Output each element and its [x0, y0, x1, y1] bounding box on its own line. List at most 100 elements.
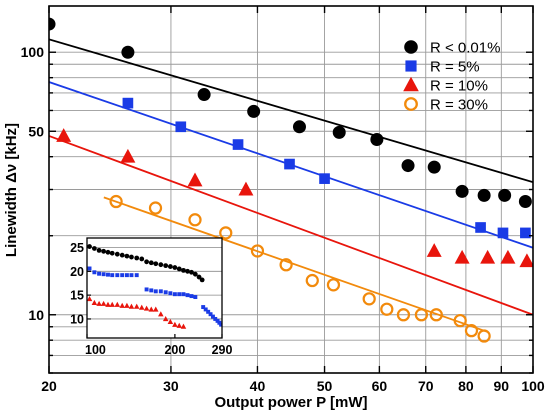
inset-frame: [86, 237, 223, 339]
inset-data-point-2: [158, 311, 164, 317]
legend: R < 0.01% R = 5% R = 10% R = 30%: [403, 40, 500, 114]
inset-data-point-1: [153, 289, 158, 294]
inset-background: [87, 238, 222, 338]
inset-x-tick-label: 290: [212, 343, 233, 357]
inset-grid: [87, 247, 222, 320]
inset-data-point-2: [143, 305, 150, 311]
legend-item-r-10: R = 10%: [403, 76, 488, 95]
inset-data-point-0: [185, 268, 190, 274]
inset-data-point-1: [101, 272, 106, 277]
data-point-r-30: [188, 213, 202, 227]
inset-data-point-1: [208, 312, 213, 317]
y-axis-title: Linewidth Δν [kHz]: [3, 123, 20, 257]
inset-data-point-0: [134, 255, 140, 261]
data-point-r-0-01: [49, 17, 56, 31]
y-tick-label: 100: [21, 44, 45, 60]
x-tick-label: 100: [521, 378, 545, 394]
data-point-r-10: [519, 253, 533, 268]
data-point-r-0-01: [247, 104, 261, 118]
inset-data-point-1: [177, 292, 182, 297]
inset-data-point-1: [203, 307, 208, 312]
inset-data-point-1: [97, 271, 102, 276]
data-point-r-0-01: [455, 184, 469, 198]
x-tick-label: 80: [458, 378, 474, 394]
legend-marker-r-5: [405, 60, 417, 72]
inset-data-point-0: [87, 244, 92, 249]
data-point-r-5: [175, 121, 187, 133]
inset-data-point-1: [193, 295, 198, 300]
data-point-r-30: [429, 308, 443, 322]
data-point-r-0-01: [401, 159, 415, 173]
inset-data-point-1: [149, 288, 154, 293]
inset-data-point-1: [120, 273, 125, 278]
x-tick-label: 40: [250, 378, 266, 394]
inset-data-point-1: [92, 270, 97, 275]
inset-data-point-2: [128, 303, 135, 309]
inset-data-point-1: [158, 289, 163, 294]
inset-data-point-0: [124, 253, 130, 259]
data-point-r-10: [426, 243, 442, 257]
inset-data-point-0: [153, 261, 159, 267]
x-tick-label: 70: [418, 378, 434, 394]
fit-line-r-10: [49, 135, 533, 316]
data-point-r-5: [319, 173, 330, 184]
inset-data-point-0: [109, 250, 115, 256]
inset-data-point-2: [172, 321, 178, 327]
inset-data-point-1: [134, 273, 139, 278]
legend-item-r-0-01: R < 0.01%: [404, 40, 500, 57]
inset-data-point-2: [91, 299, 98, 305]
data-point-r-5: [497, 227, 509, 239]
inset-data-point-2: [96, 300, 102, 306]
data-point-r-30: [326, 278, 341, 292]
data-point-r-10: [454, 249, 470, 264]
inset-data-point-1: [210, 314, 215, 319]
grid: [49, 6, 533, 373]
inset-data-point-0: [192, 271, 198, 277]
inset-data-point-0: [163, 263, 169, 269]
inset-data-point-1: [172, 292, 177, 297]
legend-item-r-30: R = 30%: [404, 97, 488, 114]
data-point-r-5: [475, 222, 486, 233]
inset-data-point-2: [105, 301, 111, 307]
data-point-r-0-01: [197, 88, 211, 102]
inset-data-point-0: [101, 248, 107, 254]
x-tick-label: 30: [163, 378, 179, 394]
tick-labels: 20 30 40 50 60 70 80 90 100 10 50 100: [21, 44, 545, 394]
inset-data-point-0: [158, 262, 164, 268]
x-tick-label: 20: [41, 378, 57, 394]
legend-item-r-5: R = 5%: [405, 59, 480, 76]
data-point-r-30: [362, 292, 376, 306]
inset-y-tick-label: 10: [70, 312, 84, 326]
inset-ticks: [86, 246, 223, 338]
inset-data-point-1: [189, 294, 194, 299]
inset-data-point-0: [176, 266, 182, 272]
data-point-r-10: [187, 172, 203, 187]
inset-data-point-0: [129, 254, 134, 260]
x-tick-label: 90: [494, 378, 510, 394]
data-point-r-30: [396, 308, 411, 322]
inset-data-point-2: [100, 300, 107, 306]
inset-data-point-2: [176, 322, 183, 328]
inset-data-point-2: [133, 303, 140, 309]
inset-data-point-1: [87, 266, 92, 271]
inset-data-point-1: [201, 305, 206, 310]
inset-data-point-0: [96, 247, 102, 253]
inset-tick-labels: 10 15 20 25 100 200 290: [70, 241, 232, 357]
legend-label: R = 30%: [430, 97, 488, 114]
data-point-r-30: [250, 244, 265, 258]
legend-marker-r-0-01: [404, 40, 418, 54]
inset-data-point-1: [163, 290, 168, 295]
inset-data-point-0: [114, 251, 120, 257]
inset-data-point-0: [167, 264, 173, 269]
inset-data-point-0: [144, 259, 149, 265]
inset-data-point-2: [119, 302, 125, 308]
inset-data-point-1: [144, 287, 149, 292]
inset-x-tick-label: 200: [164, 343, 185, 357]
inset-data-point-0: [105, 249, 111, 255]
data-point-r-30: [279, 258, 293, 272]
data-point-r-30: [109, 194, 123, 209]
inset-data-point-0: [148, 260, 154, 266]
data-point-r-10: [120, 148, 136, 163]
data-point-r-0-01: [498, 188, 512, 202]
